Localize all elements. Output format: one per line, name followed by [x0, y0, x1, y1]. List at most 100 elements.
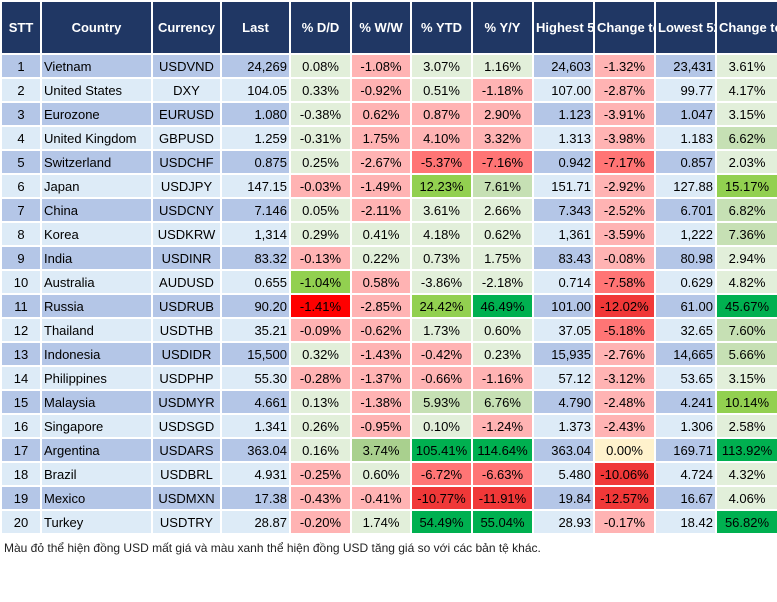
- cell-pct-ytd: 4.10%: [410, 125, 473, 151]
- column-header-lowest-52w: Lowest 52W: [654, 0, 717, 55]
- cell-highest-52w: 151.71: [532, 173, 595, 199]
- cell-country: Indonesia: [40, 341, 153, 367]
- table-row: 1 Vietnam USDVND 24,269 0.08% -1.08% 3.07% 1.16…: [0, 53, 777, 79]
- cell-highest-52w: 24,603: [532, 53, 595, 79]
- cell-lowest-52w: 1.047: [654, 101, 717, 127]
- cell-country: India: [40, 245, 153, 271]
- cell-change-to-h52w: -12.57%: [593, 485, 656, 511]
- cell-last: 0.655: [220, 269, 291, 295]
- currency-table: STT Country Currency Last% D/D% W/W% YTD% Y…: [0, 0, 777, 535]
- cell-country: Mexico: [40, 485, 153, 511]
- column-header-stt: STT: [0, 0, 42, 55]
- cell-currency: USDRUB: [151, 293, 222, 319]
- cell-lowest-52w: 4.724: [654, 461, 717, 487]
- cell-stt: 15: [0, 389, 42, 415]
- cell-stt: 4: [0, 125, 42, 151]
- cell-change-to-l52w: 4.82%: [715, 269, 777, 295]
- cell-country: United States: [40, 77, 153, 103]
- cell-currency: USDCNY: [151, 197, 222, 223]
- cell-lowest-52w: 53.65: [654, 365, 717, 391]
- cell-change-to-l52w: 45.67%: [715, 293, 777, 319]
- table-row: 4 United Kingdom GBPUSD 1.259 -0.31% 1.75% 4.1…: [0, 125, 777, 151]
- cell-pct-dd: 0.08%: [289, 53, 352, 79]
- cell-pct-dd: -0.20%: [289, 509, 352, 535]
- cell-lowest-52w: 4.241: [654, 389, 717, 415]
- table-row: 3 Eurozone EURUSD 1.080 -0.38% 0.62% 0.87% 2.90…: [0, 101, 777, 127]
- cell-change-to-h52w: -0.08%: [593, 245, 656, 271]
- cell-pct-dd: -0.38%: [289, 101, 352, 127]
- table-row: 11 Russia USDRUB 90.20 -1.41% -2.85% 24.42% 46.…: [0, 293, 777, 319]
- column-header-pct-dd: % D/D: [289, 0, 352, 55]
- cell-highest-52w: 363.04: [532, 437, 595, 463]
- cell-last: 363.04: [220, 437, 291, 463]
- cell-last: 1.341: [220, 413, 291, 439]
- table-row: 7 China USDCNY 7.146 0.05% -2.11% 3.61% 2.66% 7.…: [0, 197, 777, 223]
- cell-pct-dd: -1.04%: [289, 269, 352, 295]
- cell-last: 7.146: [220, 197, 291, 223]
- cell-pct-ytd: -3.86%: [410, 269, 473, 295]
- table-row: 5 Switzerland USDCHF 0.875 0.25% -2.67% -5.37%…: [0, 149, 777, 175]
- cell-country: United Kingdom: [40, 125, 153, 151]
- cell-pct-ytd: 1.73%: [410, 317, 473, 343]
- cell-change-to-l52w: 6.62%: [715, 125, 777, 151]
- cell-pct-ww: 1.74%: [350, 509, 412, 535]
- cell-pct-ww: -1.37%: [350, 365, 412, 391]
- cell-lowest-52w: 16.67: [654, 485, 717, 511]
- cell-lowest-52w: 99.77: [654, 77, 717, 103]
- cell-lowest-52w: 6.701: [654, 197, 717, 223]
- table-row: 9 India USDINR 83.32 -0.13% 0.22% 0.73% 1.75% 83…: [0, 245, 777, 271]
- cell-country: Eurozone: [40, 101, 153, 127]
- cell-change-to-h52w: -12.02%: [593, 293, 656, 319]
- cell-change-to-l52w: 3.15%: [715, 365, 777, 391]
- cell-pct-yy: 2.66%: [471, 197, 534, 223]
- cell-pct-ytd: 0.51%: [410, 77, 473, 103]
- cell-highest-52w: 0.714: [532, 269, 595, 295]
- cell-pct-ytd: 3.07%: [410, 53, 473, 79]
- cell-pct-yy: 114.64%: [471, 437, 534, 463]
- cell-lowest-52w: 14,665: [654, 341, 717, 367]
- cell-currency: EURUSD: [151, 101, 222, 127]
- column-header-currency: Currency: [151, 0, 222, 55]
- cell-highest-52w: 1.123: [532, 101, 595, 127]
- cell-change-to-l52w: 6.82%: [715, 197, 777, 223]
- column-header-change-to-h52w: Change to H52W: [593, 0, 656, 55]
- column-header-last: Last: [220, 0, 291, 55]
- cell-pct-ww: 3.74%: [350, 437, 412, 463]
- cell-change-to-h52w: -3.98%: [593, 125, 656, 151]
- cell-change-to-h52w: -2.43%: [593, 413, 656, 439]
- cell-change-to-h52w: 0.00%: [593, 437, 656, 463]
- cell-change-to-l52w: 56.82%: [715, 509, 777, 535]
- cell-highest-52w: 1.313: [532, 125, 595, 151]
- cell-pct-ytd: -0.66%: [410, 365, 473, 391]
- cell-change-to-l52w: 7.60%: [715, 317, 777, 343]
- cell-country: Turkey: [40, 509, 153, 535]
- cell-country: Australia: [40, 269, 153, 295]
- cell-country: Singapore: [40, 413, 153, 439]
- cell-pct-dd: 0.29%: [289, 221, 352, 247]
- cell-highest-52w: 1.373: [532, 413, 595, 439]
- cell-pct-yy: -1.18%: [471, 77, 534, 103]
- cell-pct-dd: -0.28%: [289, 365, 352, 391]
- cell-currency: USDIDR: [151, 341, 222, 367]
- cell-change-to-l52w: 2.03%: [715, 149, 777, 175]
- cell-pct-yy: 6.76%: [471, 389, 534, 415]
- cell-pct-ww: 0.41%: [350, 221, 412, 247]
- column-header-pct-ytd: % YTD: [410, 0, 473, 55]
- cell-country: Switzerland: [40, 149, 153, 175]
- cell-lowest-52w: 61.00: [654, 293, 717, 319]
- table-row: 20 Turkey USDTRY 28.87 -0.20% 1.74% 54.49% 55.0…: [0, 509, 777, 535]
- table-row: 19 Mexico USDMXN 17.38 -0.43% -0.41% -10.77% -1…: [0, 485, 777, 511]
- cell-lowest-52w: 1.306: [654, 413, 717, 439]
- footnote: Màu đỏ thể hiện đồng USD mất giá và màu …: [4, 541, 541, 555]
- cell-change-to-h52w: -1.32%: [593, 53, 656, 79]
- cell-pct-ytd: 0.10%: [410, 413, 473, 439]
- cell-change-to-l52w: 3.61%: [715, 53, 777, 79]
- cell-currency: USDMXN: [151, 485, 222, 511]
- table-row: 18 Brazil USDBRL 4.931 -0.25% 0.60% -6.72% -6.6…: [0, 461, 777, 487]
- cell-pct-dd: -0.13%: [289, 245, 352, 271]
- cell-stt: 5: [0, 149, 42, 175]
- cell-pct-dd: -1.41%: [289, 293, 352, 319]
- cell-lowest-52w: 32.65: [654, 317, 717, 343]
- cell-change-to-h52w: -2.87%: [593, 77, 656, 103]
- cell-stt: 19: [0, 485, 42, 511]
